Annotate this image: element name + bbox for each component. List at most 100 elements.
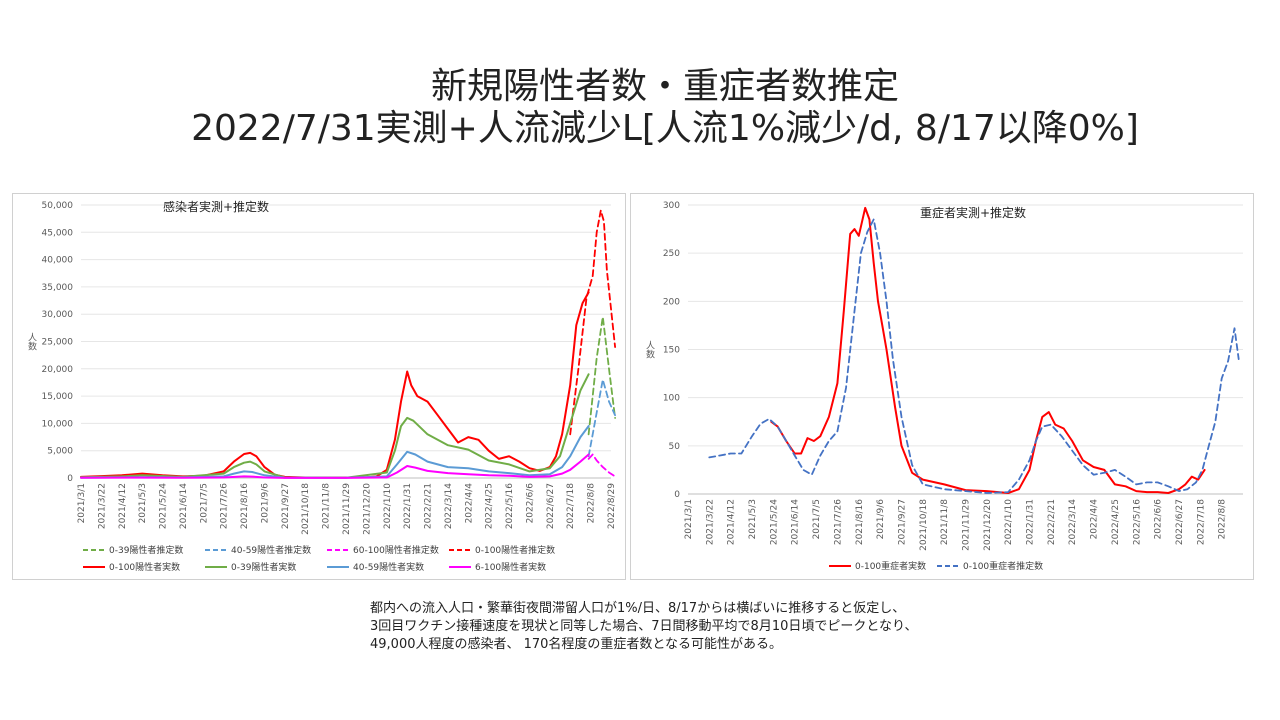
note-line-1: 都内への流入人口・繁華街夜間滞留人口が1%/日、8/17からは横ばいに推移すると… (370, 601, 906, 616)
x-tick-label: 2021/3/22 (97, 483, 107, 529)
legend-label-5: 0-39陽性者実数 (231, 561, 296, 573)
x-tick-label: 2021/5/3 (138, 483, 148, 523)
y-tick-label: 20,000 (42, 365, 74, 375)
note-line-3: 49,000人程度の感染者、 170名程度の重症者数となる可能性がある。 (370, 637, 783, 652)
legend-label-0: 0-39陽性者推定数 (109, 544, 183, 556)
x-tick-label: 2021/5/3 (748, 499, 758, 539)
infections-chart: 0 5,000 10,000 15,000 20,000 25,000 30,000 35,0… (26, 199, 617, 573)
x-tick-label: 2021/10/18 (301, 483, 311, 535)
x-tick-label: 2022/4/4 (464, 483, 474, 524)
x-tick-label: 2021/5/24 (769, 499, 779, 545)
y-tick-label: 50 (669, 442, 681, 452)
y-tick-label: 0 (674, 490, 680, 500)
x-tick-label: 2022/7/18 (566, 483, 576, 529)
x-tick-label: 2021/9/6 (260, 483, 270, 524)
x-tick-label: 2021/8/16 (855, 499, 865, 545)
series-line-3 (569, 209, 616, 436)
x-tick-label: 2022/8/8 (587, 483, 597, 524)
x-tick-label: 2021/11/29 (962, 499, 972, 551)
slide-title: 新規陽性者数・重症者数推定 2022/7/31実測+人流減少L[人流1%減少/d… (0, 66, 1280, 150)
x-tick-label: 2021/11/8 (940, 499, 950, 545)
series-line-1 (587, 378, 616, 458)
legend-label-0: 0-100重症者実数 (855, 560, 926, 572)
x-tick-label: 2021/11/8 (322, 483, 332, 529)
x-tick-label: 2021/9/6 (876, 499, 886, 540)
x-tick-label: 2021/12/20 (362, 483, 372, 535)
x-tick-label: 2022/6/27 (1175, 499, 1185, 545)
x-tick-label: 2022/3/14 (1068, 499, 1078, 545)
chart-title: 感染者実測+推定数 (163, 199, 269, 214)
y-axis-label: 人数 (644, 340, 655, 359)
x-tick-label: 2022/2/21 (1047, 499, 1057, 545)
legend-label-7: 6-100陽性者実数 (475, 561, 546, 573)
series-line-0 (587, 316, 616, 436)
y-axis-label: 人数 (26, 332, 37, 351)
y-tick-label: 300 (663, 201, 680, 211)
y-tick-label: 10,000 (42, 419, 74, 429)
x-tick-label: 2021/3/1 (77, 483, 87, 523)
x-tick-label: 2021/7/5 (199, 483, 209, 523)
x-tick-label: 2021/3/1 (684, 499, 694, 539)
x-tick-label: 2022/5/16 (505, 483, 515, 529)
series-line-1 (708, 218, 1240, 494)
y-tick-label: 0 (67, 474, 73, 484)
title-line-1: 新規陽性者数・重症者数推定 (430, 66, 899, 107)
x-tick-label: 2021/9/27 (281, 483, 291, 529)
legend-label-3: 0-100陽性者推定数 (475, 544, 555, 556)
x-tick-label: 2022/4/25 (1111, 499, 1121, 545)
x-tick-label: 2021/9/27 (897, 499, 907, 545)
legend-label-1: 40-59陽性者推定数 (231, 544, 311, 556)
title-line-2: 2022/7/31実測+人流減少L[人流1%減少/d, 8/17以降0%] (191, 108, 1139, 149)
x-tick-label: 2022/1/31 (403, 483, 413, 529)
severe-cases-chart: 0 50 100 150 200 250 300 人数 2021/3/1 2021/3/22 202… (644, 201, 1243, 572)
x-tick-label: 2021/8/16 (240, 483, 250, 529)
x-tick-label: 2022/5/16 (1132, 499, 1142, 545)
x-tick-label: 2021/7/26 (220, 483, 230, 529)
x-tick-label: 2022/6/6 (525, 483, 535, 524)
y-tick-label: 200 (663, 297, 680, 307)
series-line-6 (80, 425, 590, 479)
note-line-2: 3回目ワクチン接種速度を現状と同等した場合、7日間移動平均で8月10日頃でピーク… (370, 619, 918, 634)
x-tick-label: 2022/8/29 (607, 483, 617, 529)
legend-label-1: 0-100重症者推定数 (963, 560, 1043, 572)
x-tick-label: 2021/10/18 (919, 499, 929, 551)
x-tick-label: 2022/1/10 (383, 483, 393, 529)
x-tick-label: 2021/4/12 (727, 499, 737, 545)
x-tick-label: 2022/7/18 (1196, 499, 1206, 545)
series-line-4 (80, 291, 590, 479)
x-tick-label: 2021/4/12 (118, 483, 128, 529)
x-tick-label: 2021/11/29 (342, 483, 352, 535)
y-tick-label: 5,000 (47, 447, 73, 457)
x-tick-label: 2022/4/25 (485, 483, 495, 529)
x-tick-label: 2022/3/14 (444, 483, 454, 529)
x-tick-label: 2022/4/4 (1090, 499, 1100, 540)
x-tick-label: 2021/7/5 (812, 499, 822, 539)
forecast-note: 都内への流入人口・繁華街夜間滞留人口が1%/日、8/17からは横ばいに推移すると… (370, 600, 1090, 654)
series-line-2 (587, 453, 616, 478)
series-line-0 (770, 206, 1206, 494)
y-tick-label: 100 (663, 394, 680, 404)
y-tick-label: 250 (663, 249, 680, 259)
y-tick-label: 25,000 (42, 338, 74, 348)
x-tick-label: 2021/6/14 (179, 483, 189, 529)
severe-cases-chart-panel: 0 50 100 150 200 250 300 人数 2021/3/1 2021/3/22 202… (630, 193, 1254, 580)
x-tick-label: 2021/12/20 (983, 499, 993, 551)
legend-label-2: 60-100陽性者推定数 (353, 544, 439, 556)
x-tick-label: 2021/5/24 (159, 483, 169, 529)
x-tick-label: 2021/6/14 (791, 499, 801, 545)
legend-label-4: 0-100陽性者実数 (109, 561, 180, 573)
series-line-7 (80, 453, 590, 479)
y-tick-label: 150 (663, 346, 680, 356)
y-tick-label: 30,000 (42, 310, 74, 320)
x-tick-label: 2022/6/27 (546, 483, 556, 529)
legend-label-6: 40-59陽性者実数 (353, 561, 424, 573)
infections-chart-panel: 0 5,000 10,000 15,000 20,000 25,000 30,000 35,0… (12, 193, 626, 580)
x-tick-label: 2021/3/22 (705, 499, 715, 545)
x-tick-label: 2022/1/10 (1004, 499, 1014, 545)
x-tick-label: 2021/7/26 (833, 499, 843, 545)
series-line-5 (80, 373, 590, 479)
y-tick-label: 15,000 (42, 392, 74, 402)
x-tick-label: 2022/8/8 (1218, 499, 1228, 540)
x-tick-label: 2022/1/31 (1026, 499, 1036, 545)
